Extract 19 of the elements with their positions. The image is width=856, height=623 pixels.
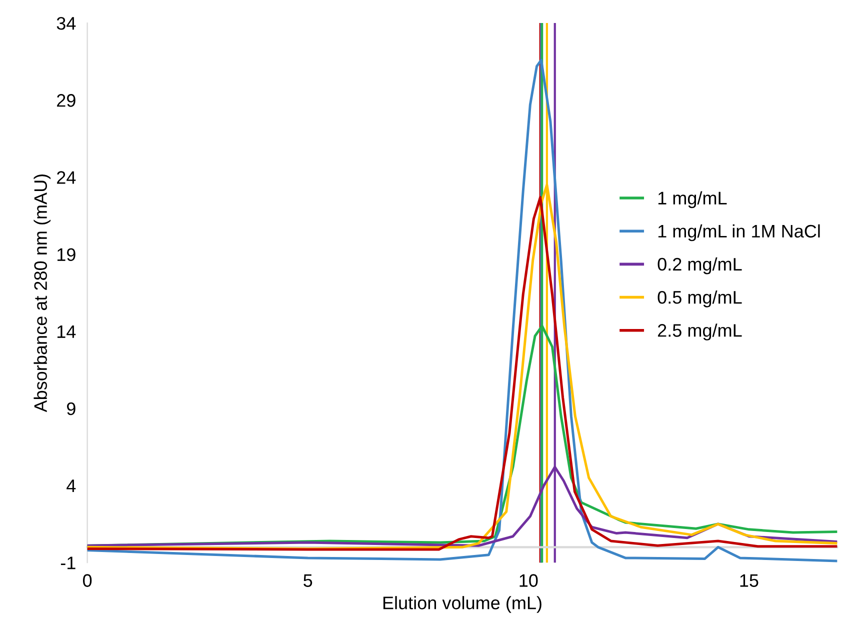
x-tick-label: 0 xyxy=(82,574,92,587)
y-tick-label: 29 xyxy=(57,94,76,107)
y-tick-label: -1 xyxy=(60,556,76,570)
legend-label: 0.5 mg/mL xyxy=(658,290,742,308)
y-tick-label: 34 xyxy=(56,16,76,30)
legend-label: 1 mg/mL in 1M NaCl xyxy=(658,224,820,242)
x-tick-label: 15 xyxy=(740,574,758,587)
x-axis-title: Elution volume (mL) xyxy=(383,596,542,613)
y-tick-label: 9 xyxy=(67,402,76,416)
legend-label: 1 mg/mL xyxy=(658,191,727,208)
y-tick-label: 24 xyxy=(57,171,76,184)
y-tick-label: 4 xyxy=(66,480,76,492)
y-tick-label: 19 xyxy=(57,248,76,261)
legend-label: 0.2 mg/mL xyxy=(658,257,742,274)
y-axis-title: Absorbance at 280 nm (mAU) xyxy=(34,174,51,412)
y-tick-label: 14 xyxy=(57,325,76,338)
x-tick-label: 5 xyxy=(304,574,312,587)
legend-label: 2.5 mg/mL xyxy=(658,324,742,340)
x-tick-label: 10 xyxy=(520,574,538,587)
